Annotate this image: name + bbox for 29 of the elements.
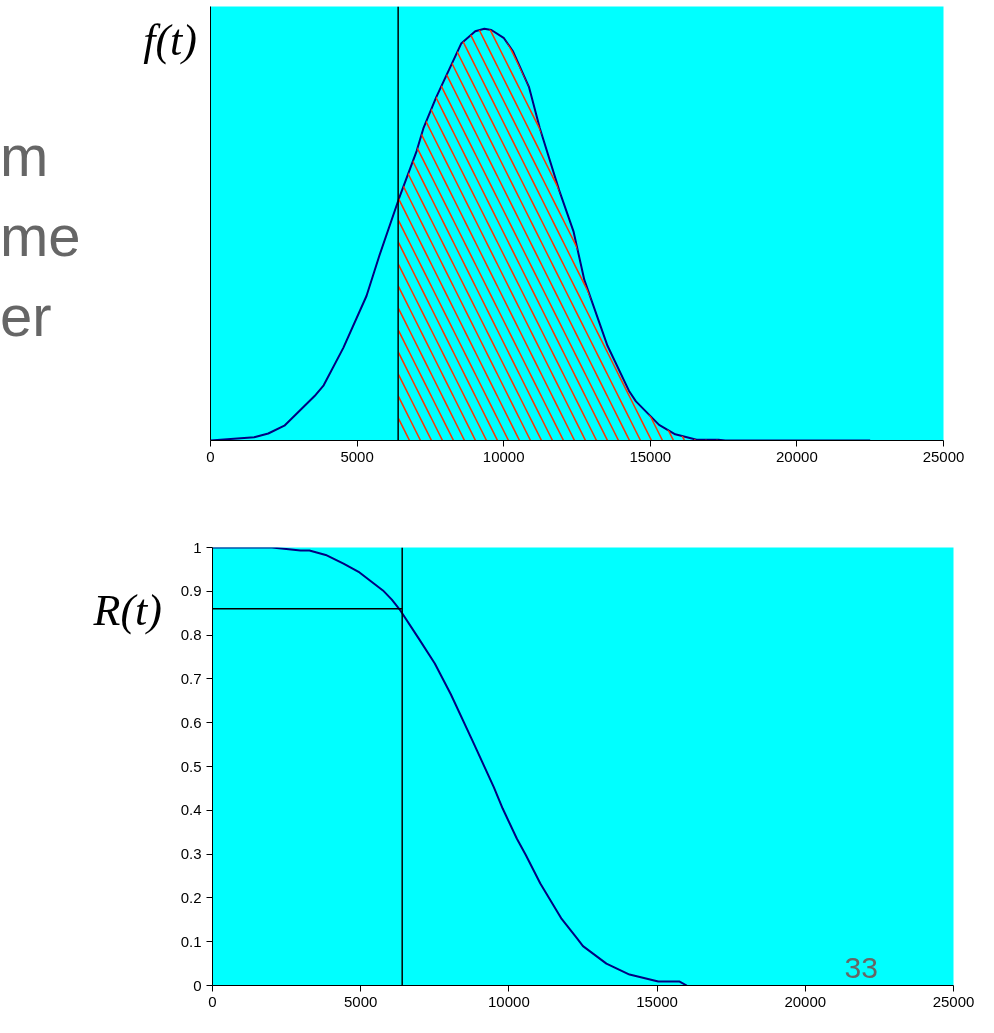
text: er	[0, 282, 52, 350]
annotation: 33	[844, 950, 878, 984]
x-tick-label: 0	[206, 447, 215, 465]
y-tick-label: 0.8	[180, 626, 202, 644]
y-tick-label: 0.6	[180, 713, 202, 731]
x-tick-label: 0	[208, 992, 217, 1010]
x-tick-label: 20000	[784, 992, 827, 1010]
y-tick-label: 0.2	[180, 888, 202, 906]
y-tick-label: 0	[193, 976, 202, 994]
y-tick-label: 0.7	[180, 669, 202, 687]
x-tick-label: 5000	[344, 992, 378, 1010]
x-tick-label: 5000	[340, 447, 374, 465]
y-axis-title: f(t)	[143, 15, 197, 67]
y-tick-label: 0.3	[180, 845, 202, 863]
y-tick-label: 0.4	[180, 801, 202, 819]
x-tick-label: 10000	[482, 447, 525, 465]
x-tick-label: 25000	[932, 992, 975, 1010]
x-tick-label: 25000	[922, 447, 965, 465]
y-tick-label: 1	[193, 538, 202, 556]
text: me	[0, 202, 81, 270]
y-tick-label: 0.5	[180, 757, 202, 775]
text: m	[0, 122, 49, 190]
y-tick-label: 0.9	[180, 582, 202, 600]
x-tick-label: 10000	[488, 992, 530, 1010]
y-axis-title: R(t)	[93, 585, 162, 637]
x-tick-label: 15000	[629, 447, 672, 465]
x-tick-label: 20000	[776, 447, 818, 465]
x-tick-label: 15000	[636, 992, 678, 1010]
y-tick-label: 0.1	[180, 932, 202, 950]
